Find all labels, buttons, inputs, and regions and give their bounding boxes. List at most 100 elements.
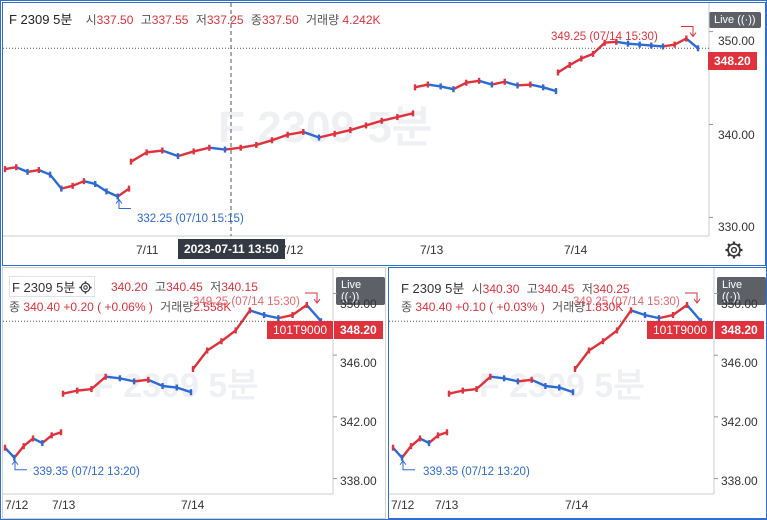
price-segment <box>105 190 119 198</box>
candle-mark <box>516 82 519 89</box>
symbol-label[interactable]: F 2309 5분 <box>401 281 465 296</box>
candle-mark <box>685 302 689 308</box>
candle-mark <box>104 373 107 380</box>
price-segment <box>447 389 464 395</box>
price-segment <box>223 146 242 151</box>
broadcast-icon: ((·)) <box>722 291 741 303</box>
high-value: 340.45 <box>166 280 203 294</box>
live-badge[interactable]: Live ((·)) <box>336 277 385 305</box>
candle-mark <box>650 42 653 49</box>
price-segment <box>277 313 294 320</box>
high-marker-arrow <box>305 292 318 302</box>
candle-mark <box>529 81 532 88</box>
candle-mark <box>132 378 136 385</box>
price-segment <box>13 444 25 459</box>
price-chart-top[interactable] <box>3 3 765 265</box>
close-label: 종 <box>250 13 262 27</box>
price-segment <box>461 387 478 392</box>
high-label: 고 <box>140 13 152 27</box>
price-segment <box>61 389 79 395</box>
live-text: Live <box>714 14 735 26</box>
symbol-box[interactable]: F 2309 5분 <box>9 276 95 297</box>
price-segment <box>22 437 35 448</box>
price-segment <box>418 437 431 445</box>
open-label: 시 <box>85 13 97 27</box>
candle-mark <box>26 168 29 175</box>
price-tick: 340.00 <box>718 128 755 142</box>
candle-mark <box>71 182 74 189</box>
close-legend: 종 340.40 +0.20 ( +0.06% ) 거래량2.558K <box>9 298 231 315</box>
close-value: 340.40 +0.10 ( +0.03% ) <box>415 300 545 314</box>
price-chart-bottom-left[interactable] <box>3 268 385 518</box>
price-segment <box>234 309 252 332</box>
candle-mark <box>302 128 305 135</box>
price-segment <box>477 79 494 86</box>
price-segment <box>626 42 641 46</box>
candle-mark <box>554 88 558 95</box>
close-value: 340.40 +0.20 ( +0.06% ) <box>23 300 153 314</box>
price-segment <box>502 377 520 383</box>
candle-mark <box>333 130 336 137</box>
candle-mark <box>223 146 227 153</box>
price-segment <box>650 44 665 48</box>
low-marker-arrow <box>14 460 27 471</box>
close-label: 종 <box>9 300 21 314</box>
price-segment <box>286 130 305 136</box>
price-segment <box>333 128 352 135</box>
candle-mark <box>349 127 352 134</box>
candle-mark <box>277 315 280 322</box>
price-segment <box>475 375 492 391</box>
price-segment <box>568 57 583 67</box>
price-segment <box>661 43 676 48</box>
high-marker-arrowhead <box>693 298 701 304</box>
low-label: 저 <box>581 282 593 296</box>
live-badge[interactable]: Live ((·)) <box>717 277 766 305</box>
date-tick: 7/13 <box>435 498 459 512</box>
price-segment <box>413 83 430 89</box>
candle-mark <box>391 444 395 451</box>
price-segment <box>50 431 63 437</box>
candle-mark <box>568 62 571 69</box>
price-segment <box>529 83 545 89</box>
candle-mark <box>76 387 79 394</box>
ohlc-legend: F 2309 5분 시340.30 고340.45 저340.25 <box>401 278 630 297</box>
price-segment <box>206 340 223 352</box>
chart-panel-bottom-right[interactable]: F 2309 5분 F 2309 5분 시340.30 고340.45 저340… <box>388 267 767 519</box>
candle-mark <box>685 35 688 42</box>
candle-mark <box>105 188 108 195</box>
candle-mark <box>530 376 533 383</box>
chart-panel-bottom-left[interactable]: F 2309 5분 F 2309 5분 340.20 고340.45 저340.… <box>2 267 386 519</box>
candle-mark <box>413 84 417 91</box>
price-segment <box>490 80 506 86</box>
candle-mark <box>573 366 577 373</box>
price-segment <box>615 40 630 45</box>
candle-mark <box>161 383 164 389</box>
candle-mark <box>31 435 35 442</box>
candle-mark <box>418 435 422 442</box>
candle-mark <box>580 55 583 62</box>
open-value: 340.30 <box>482 282 520 296</box>
low-marker-arrow <box>118 199 131 210</box>
symbol-label[interactable]: F 2309 5분 <box>9 12 73 27</box>
gear-icon[interactable] <box>725 241 743 259</box>
volume-value: 4.242K <box>342 13 381 27</box>
candle-mark <box>657 315 661 322</box>
price-segment <box>409 437 422 448</box>
price-tick: 330.00 <box>718 220 755 234</box>
live-text: Live <box>341 279 362 291</box>
price-segment <box>657 313 675 320</box>
gear-icon[interactable] <box>78 281 92 294</box>
price-segment <box>291 303 308 317</box>
candle-mark <box>13 454 16 461</box>
live-badge[interactable]: Live ((·)) <box>709 12 761 28</box>
candle-mark <box>37 167 41 174</box>
candle-mark <box>490 81 494 88</box>
chart-panel-top[interactable]: F 2309 5분 F 2309 5분 시337.50 고337.55 저337… <box>2 2 766 266</box>
price-segment <box>41 434 53 445</box>
price-segment <box>118 377 136 383</box>
candle-mark <box>477 77 481 84</box>
price-tick: 350.00 <box>721 297 758 311</box>
price-segment <box>671 303 689 317</box>
candle-mark <box>615 327 619 334</box>
candle-mark <box>603 39 606 46</box>
